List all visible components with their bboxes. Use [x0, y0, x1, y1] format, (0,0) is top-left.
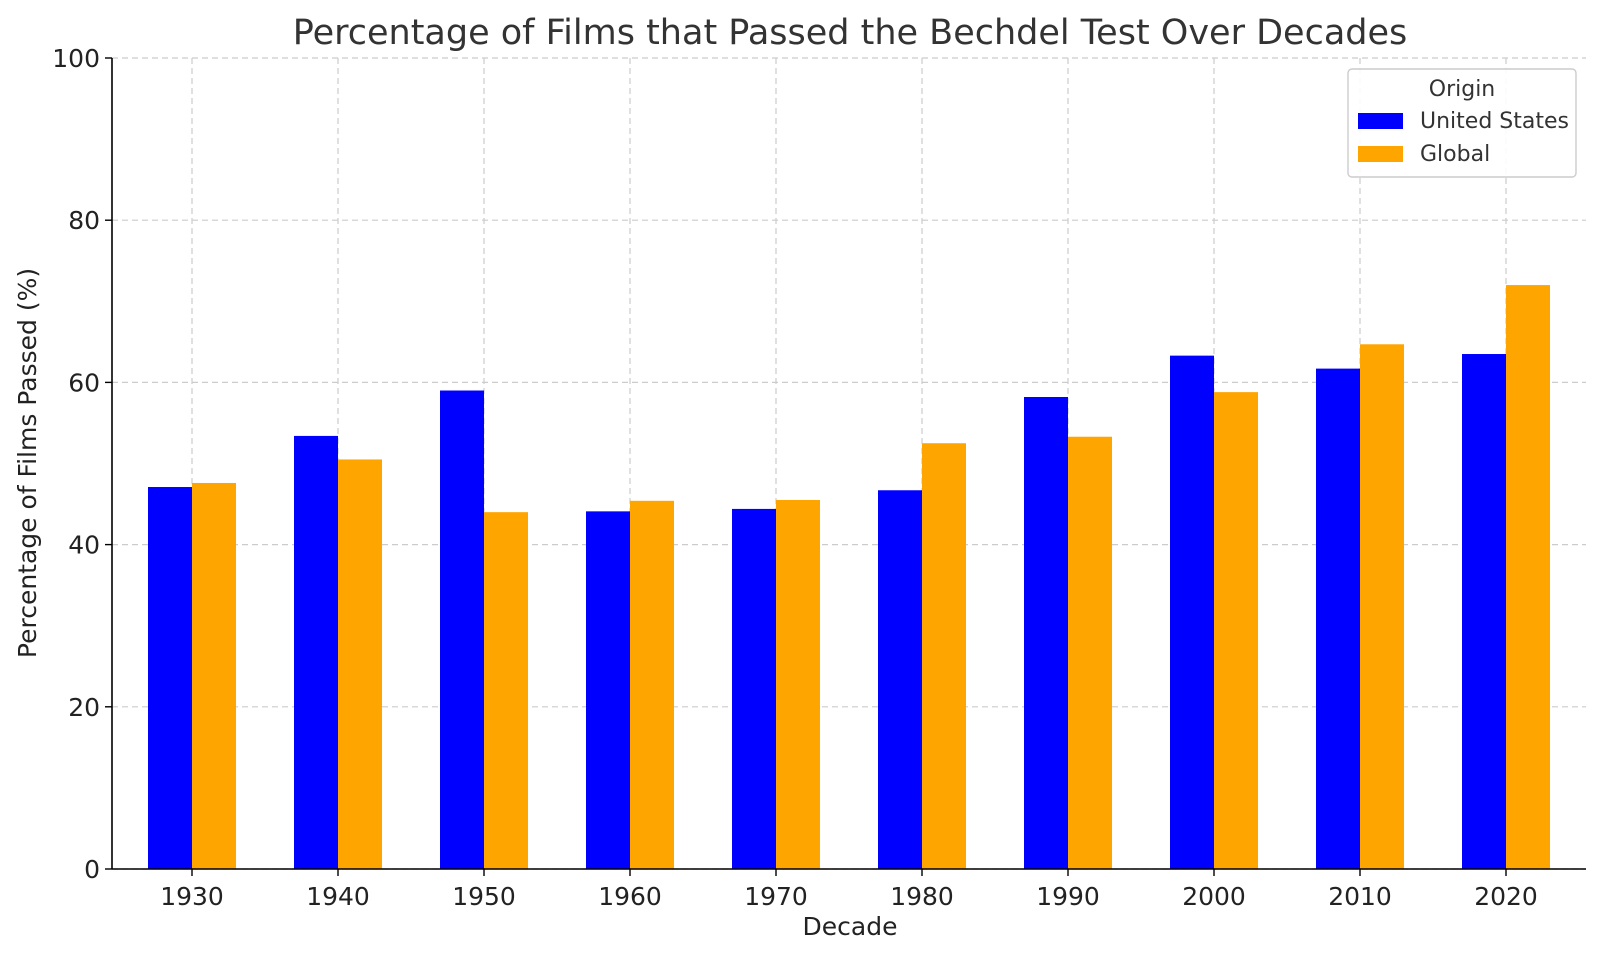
bar-global-1980 [922, 443, 966, 869]
legend-swatch-united-states [1358, 113, 1403, 129]
bar-united-states-2010 [1316, 368, 1360, 869]
axes [105, 57, 1586, 876]
x-tick-label: 1940 [306, 882, 370, 911]
bar-united-states-1970 [732, 508, 776, 869]
bar-united-states-1990 [1024, 396, 1068, 869]
legend-title: Origin [1429, 77, 1496, 102]
bar-global-1950 [484, 512, 528, 869]
x-tick-label: 2000 [1182, 882, 1246, 911]
x-tick-label: 1990 [1036, 882, 1100, 911]
bar-united-states-1950 [440, 390, 484, 869]
bar-united-states-1930 [148, 487, 192, 869]
legend-label-united-states: United States [1420, 109, 1569, 134]
x-tick-label: 1970 [744, 882, 808, 911]
bar-united-states-2020 [1462, 354, 1506, 869]
x-tick-label: 2020 [1474, 882, 1538, 911]
bar-united-states-1960 [586, 511, 630, 869]
x-axis-label: Decade [803, 912, 898, 941]
bar-united-states-2000 [1170, 355, 1214, 870]
bar-global-2000 [1214, 392, 1258, 869]
legend-label-global: Global [1420, 142, 1490, 167]
legend-swatch-global [1358, 146, 1403, 162]
y-axis-label: Percentage of Films Passed (%) [13, 268, 42, 658]
bar-united-states-1940 [294, 435, 338, 869]
bar-global-2010 [1360, 344, 1404, 870]
x-tick-label: 2010 [1328, 882, 1392, 911]
bar-global-1990 [1068, 436, 1112, 869]
tick-labels: 0 20 40 60 80 100 1930 1940 1950 1960 1970 1980 1990… [52, 44, 1538, 911]
legend-box [1347, 68, 1577, 178]
x-tick-label: 1980 [890, 882, 954, 911]
y-tick-label: 40 [68, 531, 100, 560]
x-tick-label: 1960 [598, 882, 662, 911]
bar-global-2020 [1506, 285, 1550, 870]
legend: Origin United States Global [1347, 68, 1577, 178]
bar-global-1970 [776, 499, 820, 869]
bar-global-1940 [338, 459, 382, 869]
y-tick-label: 0 [84, 855, 100, 884]
y-tick-label: 80 [68, 206, 100, 235]
x-tick-label: 1930 [160, 882, 224, 911]
bar-global-1960 [630, 500, 674, 869]
bar-united-states-1980 [878, 490, 922, 869]
x-tick-label: 1950 [452, 882, 516, 911]
y-tick-label: 60 [68, 368, 100, 397]
bar-global-1930 [192, 482, 236, 869]
bars [148, 285, 1550, 870]
y-tick-label: 100 [52, 44, 100, 73]
y-tick-label: 20 [68, 693, 100, 722]
chart-title: Percentage of Films that Passed the Bech… [293, 13, 1408, 53]
